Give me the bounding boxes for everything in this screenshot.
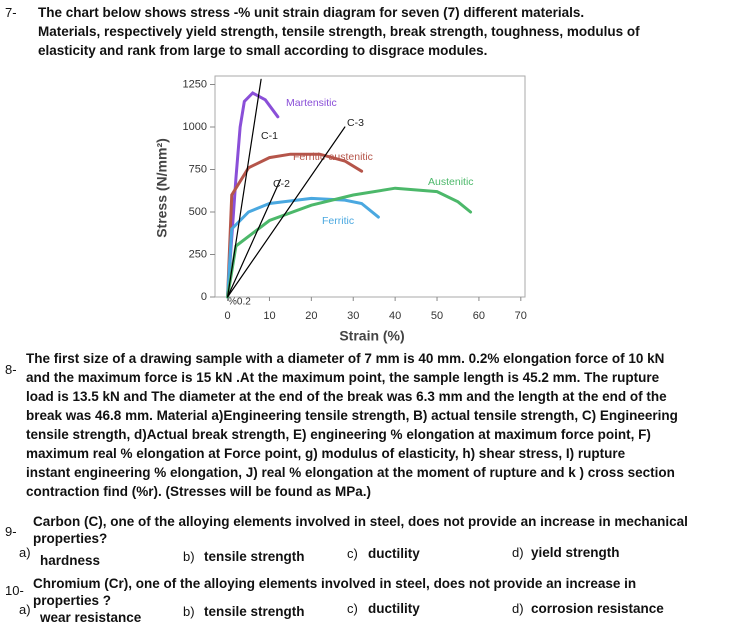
- question-text: contraction find (%r). (Stresses will be…: [26, 484, 372, 499]
- option-text: yield strength: [531, 545, 620, 560]
- question-text: elasticity and rank from large to small …: [38, 43, 488, 58]
- series-label: C-1: [261, 130, 278, 142]
- option-label: c): [347, 546, 358, 561]
- question-text: maximum real % elongation at Force point…: [26, 446, 626, 461]
- question-text: The first size of a drawing sample with …: [26, 351, 665, 366]
- series-label: C-2: [273, 178, 290, 190]
- x-tick-label: 50: [431, 310, 443, 322]
- question-text: and the maximum force is 15 kN .At the m…: [26, 370, 660, 385]
- x-tick-label: 70: [515, 310, 527, 322]
- x-tick-label: 10: [263, 310, 275, 322]
- option-text: corrosion resistance: [531, 601, 664, 616]
- question-text: properties ?: [33, 593, 112, 608]
- option-label: d): [512, 601, 524, 616]
- series-label: Austenitic: [428, 176, 474, 188]
- question-number: 9-: [5, 524, 17, 539]
- option-text: hardness: [40, 553, 101, 568]
- y-tick-label: 1000: [183, 121, 207, 133]
- y-axis-label: Stress (N/mm²): [154, 138, 170, 238]
- question-text: properties?: [33, 531, 108, 546]
- question-number: 7-: [5, 5, 17, 20]
- x-tick-label: 30: [347, 310, 359, 322]
- plot-frame: [214, 75, 526, 298]
- option-label: a): [19, 602, 31, 617]
- series-line: [226, 186, 473, 299]
- series-label: Ferritic: [322, 215, 354, 227]
- series-line: [226, 196, 380, 299]
- series-line: [226, 91, 280, 299]
- option-text: ductility: [368, 601, 420, 616]
- option-text: wear resistance: [40, 610, 142, 625]
- series-label: Martensitic: [286, 97, 337, 109]
- option-label: c): [347, 601, 358, 616]
- x-tick-label: 20: [305, 310, 317, 322]
- question-text: load is 13.5 kN and The diameter at the …: [26, 389, 667, 404]
- x-axis-label: Strain (%): [339, 328, 404, 344]
- y-tick-label: 500: [189, 206, 207, 218]
- option-text: tensile strength: [204, 549, 305, 564]
- annotation: %0.2: [228, 297, 251, 308]
- question-text: The chart below shows stress -% unit str…: [38, 5, 585, 20]
- y-tick-label: 750: [189, 163, 207, 175]
- question-text: instant engineering % elongation, J) rea…: [26, 465, 675, 480]
- series-label: C-3: [347, 117, 364, 129]
- option-label: b): [183, 549, 195, 564]
- y-tick-label: 0: [201, 291, 207, 303]
- x-tick-label: 0: [225, 310, 231, 322]
- y-tick-label: 250: [189, 248, 207, 260]
- series-line: [226, 78, 262, 298]
- question-text: Carbon (C), one of the alloying elements…: [33, 514, 688, 529]
- y-tick-label: 1250: [183, 78, 207, 90]
- option-label: a): [19, 545, 31, 560]
- series-line: [226, 179, 281, 298]
- option-label: b): [183, 604, 195, 619]
- question-text: tensile strength, d)Actual break strengt…: [26, 427, 651, 442]
- option-label: d): [512, 545, 524, 560]
- question-number: 8-: [5, 362, 17, 377]
- option-text: tensile strength: [204, 604, 305, 619]
- series-line: [226, 126, 346, 298]
- question-number: 10-: [5, 583, 24, 598]
- x-tick-label: 60: [473, 310, 485, 322]
- question-text: Materials, respectively yield strength, …: [38, 24, 640, 39]
- option-text: ductility: [368, 546, 420, 561]
- question-text: break was 46.8 mm. Material a)Engineerin…: [26, 408, 678, 423]
- x-tick-label: 40: [389, 310, 401, 322]
- series-label: Ferritic-austenitic: [293, 151, 373, 163]
- series-line: [226, 152, 364, 299]
- question-text: Chromium (Cr), one of the alloying eleme…: [33, 576, 637, 591]
